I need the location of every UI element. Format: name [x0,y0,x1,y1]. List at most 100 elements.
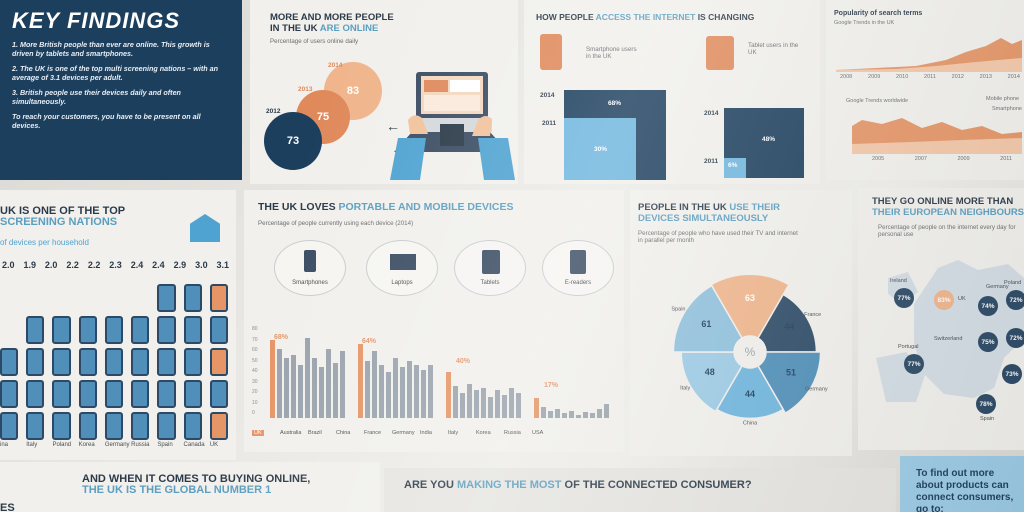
access-title: HOW PEOPLE ACCESS THE INTERNET IS CHANGI… [536,12,755,22]
uk-year: 2014 [1007,74,1020,80]
bubble-2012: 73 [264,112,322,170]
country-label: Korea [476,430,491,436]
map-dot-germany: 74% [978,296,998,316]
usage-bar [407,360,412,418]
device-icon-block [131,380,150,408]
multiscreen-bars [0,270,236,440]
ww-year: 2007 [914,156,927,162]
pie-value: 61 [701,319,711,329]
device-count-value: 2.0 [2,260,15,270]
map-label-portugal: Portugal [898,344,919,350]
country-label: Germany [104,442,130,448]
country-label: Brazil [308,430,322,436]
usage-bar [562,413,567,418]
tb-year-2011: 2011 [704,158,719,165]
country-label: Canada [183,442,205,448]
device-count-value: 2.4 [130,260,144,270]
usage-bar [569,411,574,418]
y-axis-ticks: 80 70 60 50 40 30 20 10 0 [252,326,266,418]
usage-bar [509,388,514,418]
map-label-ireland: Ireland [890,278,907,284]
cta-panel: ARE YOU MAKING THE MOST OF THE CONNECTED… [384,468,896,512]
trends-panel: Popularity of search terms Google Trends… [826,0,1024,180]
key-finding-item: To reach your customers, you have to be … [12,112,201,130]
device-count-value: 2.9 [173,260,187,270]
y-tick: 30 [252,378,258,385]
device-icon-block [183,380,202,408]
country-labels: UK Australia Brazil China France Germany India… [252,430,622,440]
device-icon-block [26,348,45,376]
more-panel: To find out more about products can conn… [900,456,1024,512]
country-label: Germany [392,430,415,436]
uk-pct: 64% [362,338,377,345]
country-label: India [420,430,432,436]
y-tick: 20 [252,389,258,395]
bottom-fragment: ES [0,502,15,512]
uk-trend-years: 2008 2009 2010 2011 2012 2013 2014 [840,74,1020,80]
device-count-value: 2.2 [66,260,79,270]
device-icon-block [209,412,228,440]
usage-bar [604,404,609,418]
pie-slice [756,293,818,353]
portable-panel: THE UK LOVES PORTABLE AND MOBILE DEVICES… [244,190,624,452]
device-icon-block [131,412,150,440]
usage-bar [576,414,581,418]
usage-bar [534,398,539,418]
device-icon-block [183,284,202,312]
key-findings-list: 1. More British people than ever are onl… [12,40,230,136]
map-label-switzerland: Switzerland [934,336,963,342]
device-icon-block [52,380,71,408]
device-count-value: 3.1 [216,260,230,270]
y-tick: 0 [252,410,255,416]
pie-slice [756,351,822,415]
map-dot-uk: 83% [934,290,954,310]
device-icon-block [183,348,202,376]
map-dot-spain: 78% [976,394,996,414]
device-count-value: 1.9 [23,260,36,270]
access-panel: HOW PEOPLE ACCESS THE INTERNET IS CHANGI… [524,0,820,184]
device-icon-block [78,348,97,376]
map-label-poland: Poland [1004,280,1022,286]
device-icon-block [131,348,150,376]
pie-slice [710,273,790,340]
buying-title: AND WHEN IT COMES TO BUYING ONLINE, THE U… [82,473,311,496]
uk-year: 2013 [979,74,992,80]
pie-country: China [743,420,758,426]
pie-country: Italy [680,385,690,391]
device-icon-block [104,412,124,440]
pie-value: 48 [705,367,715,377]
trends-ww-label: Google Trends worldwide [846,98,909,104]
usage-bar [284,358,289,418]
online-panel: MORE AND MORE PEOPLE IN THE UK ARE ONLIN… [250,0,518,184]
multiscreen-panel: UK IS ONE OF THE TOP SCREENING NATIONS of… [0,190,236,460]
tb-year-2014: 2014 [704,110,719,117]
map-label-uk: UK [958,296,966,302]
map-dot-ireland: 77% [894,288,914,308]
pie-value: 63 [745,293,755,303]
usage-bar [481,388,486,418]
more-text: To find out more about products can conn… [916,468,1014,512]
usage-bar [446,372,451,418]
country-label: ina [0,442,9,448]
key-finding-item: 3. British people use their devices dail… [12,88,181,106]
country-label: UK [209,442,219,448]
usage-bar [358,344,363,418]
europe-subtitle: Percentage of people on the internet eve… [878,224,1016,238]
year-2014: 2014 [328,62,343,69]
device-icon-block [209,284,228,312]
sp-value-2011: 30% [594,146,608,153]
year-2012: 2012 [266,108,281,115]
country-label: Korea [78,442,95,448]
map-dot-portugal: 77% [904,354,924,374]
device-icon-block [52,348,71,376]
europe-panel: THEY GO ONLINE MORE THAN THEIR EUROPEAN N… [858,188,1024,450]
sp-year-2011: 2011 [542,120,557,127]
uk-year: 2011 [924,74,936,80]
device-icon-block [26,316,45,344]
usage-bar [590,413,595,418]
device-usage-bars [270,326,620,418]
usage-bar [277,349,282,418]
usage-bar [372,351,377,418]
usage-bar [474,390,479,418]
